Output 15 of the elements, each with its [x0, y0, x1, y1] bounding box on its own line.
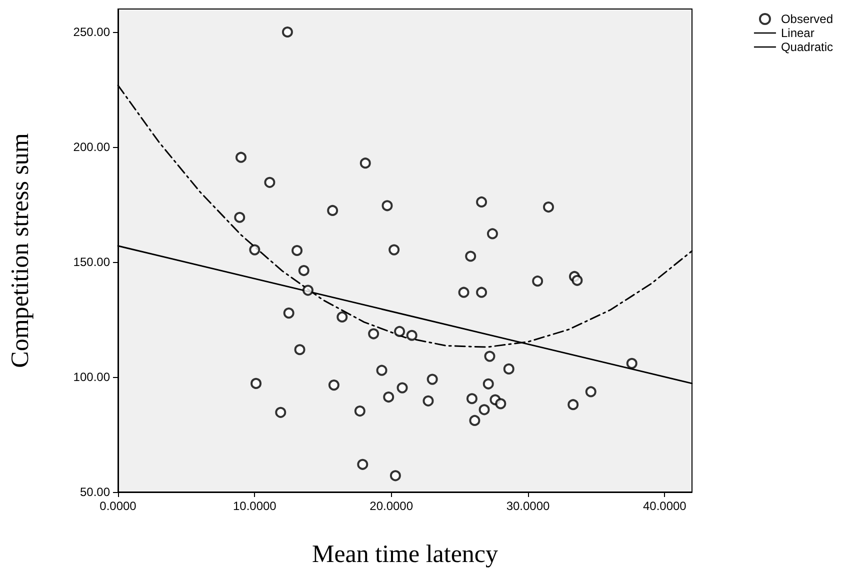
- x-axis-title: Mean time latency: [312, 541, 499, 568]
- x-tick-label: 10.0000: [232, 499, 277, 513]
- y-axis-title: Competition stress sum: [7, 132, 34, 368]
- y-tick-label: 100.00: [73, 370, 110, 384]
- legend-label: Quadratic: [780, 40, 834, 54]
- y-tick-label: 150.00: [73, 255, 110, 269]
- x-tick-label: 0.0000: [100, 499, 137, 513]
- y-tick-label: 250.00: [73, 25, 110, 39]
- legend-label: Linear: [780, 26, 814, 40]
- x-tick-label: 20.0000: [370, 499, 414, 513]
- legend-label: Observed: [780, 12, 834, 26]
- y-tick-label: 50.00: [80, 485, 110, 499]
- y-tick-label: 200.00: [73, 140, 110, 154]
- x-tick-label: 30.0000: [506, 499, 550, 513]
- x-tick-label: 40.0000: [642, 499, 687, 513]
